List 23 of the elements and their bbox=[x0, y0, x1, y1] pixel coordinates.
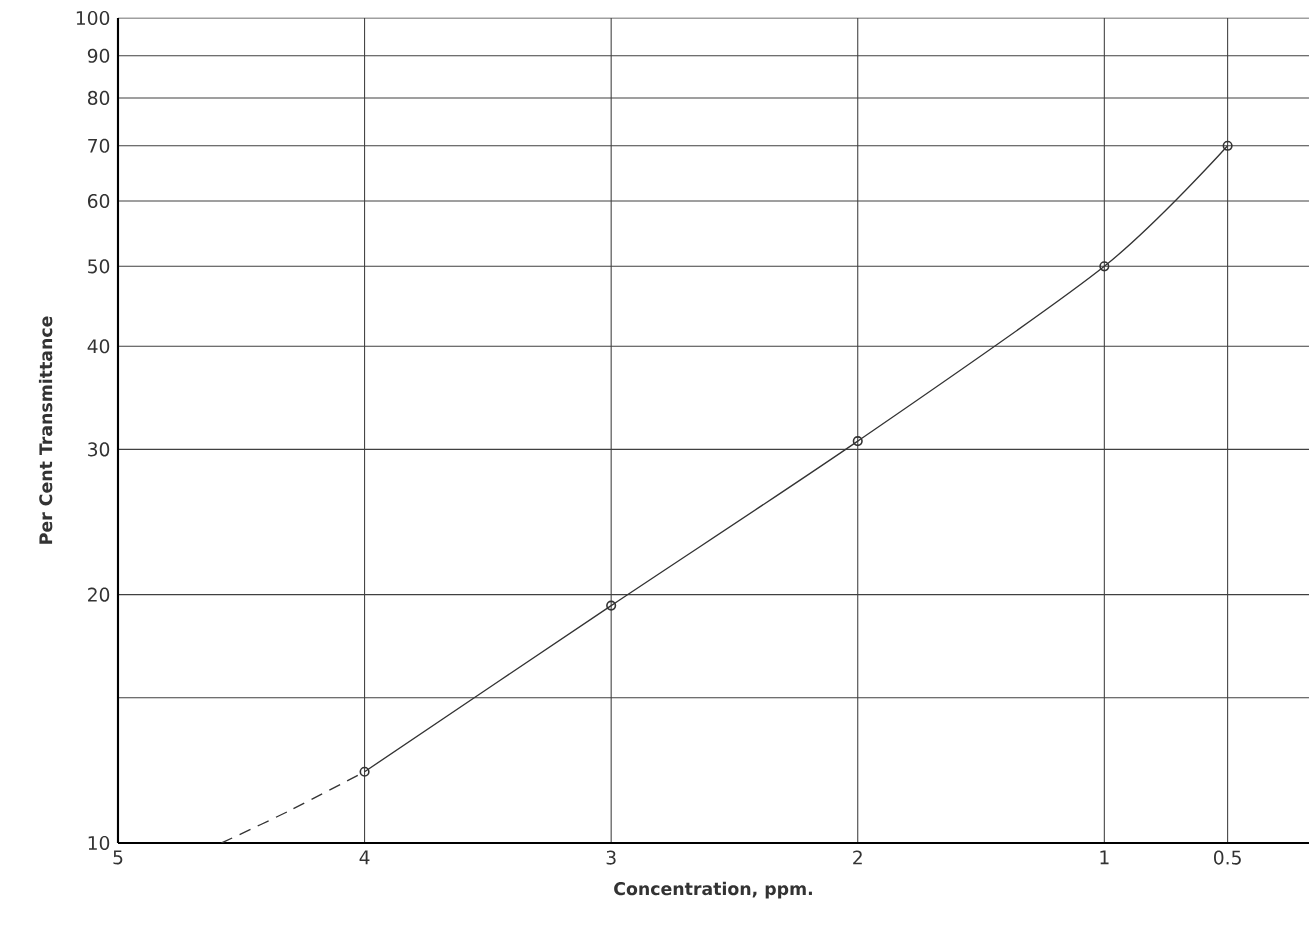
y-tick-label: 40 bbox=[87, 339, 110, 354]
point bbox=[1099, 261, 1110, 272]
y-tick-label: 80 bbox=[87, 90, 110, 105]
y-tick-label: 30 bbox=[88, 442, 110, 457]
y-tick-label: 50 bbox=[88, 259, 110, 274]
x-tick-label: 0.5 bbox=[1214, 850, 1241, 865]
y-tick-label: 10 bbox=[88, 835, 110, 851]
y-tick-label: 60 bbox=[87, 193, 110, 209]
y-tick-label: 20 bbox=[88, 587, 110, 602]
x-tick-label: 2 bbox=[853, 850, 862, 865]
y-axis-title: Per Cent Transmittance bbox=[38, 316, 53, 544]
point bbox=[1222, 140, 1233, 151]
y-tick-label: 90 bbox=[87, 48, 110, 63]
x-tick-label: 3 bbox=[606, 850, 616, 865]
point bbox=[606, 600, 617, 611]
y-tick-label: 70 bbox=[88, 138, 110, 153]
point bbox=[359, 766, 370, 777]
x-tick-label: 5 bbox=[113, 850, 123, 865]
y-tick-label: 100 bbox=[76, 10, 110, 26]
x-tick-label: 1 bbox=[1100, 850, 1109, 865]
x-tick-label: 4 bbox=[359, 850, 370, 865]
point bbox=[852, 436, 863, 447]
x-axis-title: Concentration, ppm. bbox=[614, 881, 812, 899]
